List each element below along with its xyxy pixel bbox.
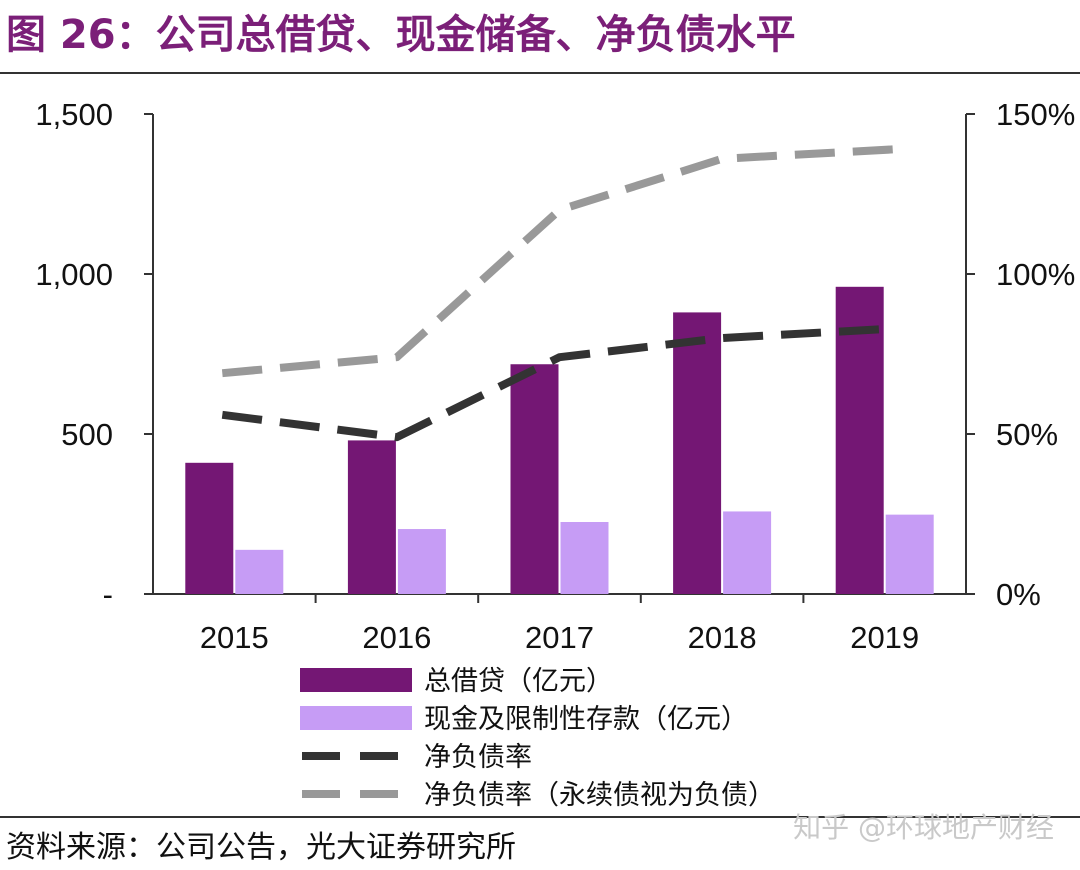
y-left-tick-label: 500 [61,417,113,452]
legend-swatch [300,706,412,730]
figure-title: 图 26：公司总借贷、现金储备、净负债水平 [6,12,796,58]
bar-cash-deposits [235,549,284,594]
chart-ticks: - 500 1,000 1,500 0% 50% 100% 150% 2015 2016 2017 2… [35,97,1075,655]
y-left-tick-label: 1,000 [35,257,113,292]
line-net-gearing [221,324,897,442]
legend-swatch [300,668,412,692]
bottom-divider [0,816,1080,818]
bar-cash-deposits [560,522,609,594]
chart-axes [144,113,975,603]
y-right-tick-label: 50% [996,417,1058,452]
bar-total-borrowing [185,462,234,594]
chart: - 500 1,000 1,500 0% 50% 100% 150% 2015 2016 2017 2… [35,97,1075,811]
x-tick-label: 2018 [688,620,757,655]
legend-label: 净负债率（永续债视为负债） [424,780,775,811]
y-left-tick-label: 1,500 [35,97,113,132]
x-tick-label: 2017 [525,620,594,655]
bar-cash-deposits [397,529,446,594]
chart-lines [221,145,897,442]
source-note: 资料来源：公司公告，光大证券研究所 [6,830,516,865]
x-tick-label: 2015 [200,620,269,655]
legend-label: 现金及限制性存款（亿元） [424,704,748,735]
y-right-tick-label: 0% [996,577,1041,612]
bar-cash-deposits [885,514,934,594]
legend-label: 净负债率 [424,742,532,773]
y-right-tick-label: 150% [996,97,1075,132]
watermark: 知乎 @环球地产财经 [793,811,1054,844]
top-divider [0,72,1080,74]
bar-total-borrowing [347,440,396,594]
x-tick-label: 2016 [362,620,431,655]
y-left-tick-label: - [103,577,113,612]
bar-cash-deposits [723,511,772,594]
bar-total-borrowing [835,286,884,594]
bar-total-borrowing [673,312,722,594]
y-right-tick-label: 100% [996,257,1075,292]
x-tick-label: 2019 [850,620,919,655]
line-net-gearing-perpetual [221,145,897,378]
legend-label: 总借贷（亿元） [424,666,613,697]
bar-total-borrowing [510,364,559,594]
chart-bars [185,286,934,594]
